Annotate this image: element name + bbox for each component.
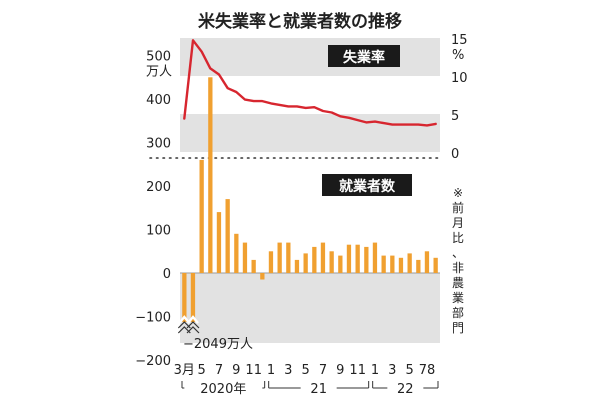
bar [433, 257, 438, 273]
y-tick-label: 500 [146, 50, 171, 65]
negative-band [180, 273, 440, 343]
bar [277, 242, 282, 273]
year-label: 21 [310, 382, 327, 397]
bar [234, 233, 239, 273]
unemployment-panel: 0 5 10 15% 失業率 [149, 33, 468, 162]
x-tick-label: 5 [406, 363, 414, 378]
x-tick-label: 5 [198, 363, 206, 378]
y-tick-label: 0 [163, 267, 171, 282]
note-char: 比 [452, 231, 464, 245]
chart-title: 米失業率と就業者数の推移 [198, 11, 402, 32]
bar [407, 253, 412, 273]
y-tick-label: 5 [451, 109, 459, 124]
y-tick-label: 300 [146, 137, 171, 152]
bar [372, 242, 378, 273]
note-char: 非 [452, 261, 464, 275]
x-tick-label: 7 [319, 363, 327, 378]
note-char: ※ [453, 186, 463, 200]
bar [381, 255, 386, 273]
bar [199, 159, 204, 273]
y-tick-label: 0 [451, 147, 459, 162]
bar [329, 251, 334, 274]
x-tick-label: 1 [267, 363, 275, 378]
x-tick-label: 9 [232, 363, 240, 378]
x-tick-label: 7 [215, 363, 223, 378]
y-tick-label: −100 [135, 311, 171, 326]
x-tick-label: 3月 [174, 363, 195, 378]
year-label: 2020年 [200, 382, 246, 397]
bar [390, 255, 395, 273]
break-mark [186, 321, 200, 334]
bar [216, 212, 222, 273]
bar [338, 255, 343, 273]
y-tick-label: 200 [146, 180, 171, 195]
bar [303, 253, 308, 273]
bar [346, 244, 352, 273]
x-tick-label: 11 [349, 363, 366, 378]
y-unit-label: 万人 [146, 65, 172, 80]
note-char: 前 [452, 200, 464, 215]
note-char: 部 [452, 305, 464, 320]
series-label: 就業者数 [339, 178, 396, 195]
x-tick-label: 3 [284, 363, 292, 378]
bar [251, 259, 256, 273]
bar [398, 257, 404, 273]
band [180, 114, 440, 152]
break-mark [187, 315, 199, 324]
x-tick-label: 3 [388, 363, 396, 378]
bar [260, 273, 265, 280]
series-label: 失業率 [343, 49, 385, 66]
bar [225, 199, 230, 273]
y-tick-label: 10 [451, 71, 468, 86]
bar [294, 259, 300, 273]
bar [416, 259, 421, 273]
bar [190, 273, 196, 322]
x-tick-label: 5 [302, 363, 310, 378]
x-tick-label: 1 [371, 363, 379, 378]
bar [182, 273, 187, 322]
bar [312, 246, 317, 273]
note-char: 業 [452, 291, 464, 305]
bar [208, 77, 213, 274]
note-char: 月 [452, 216, 464, 230]
note-char: 、 [452, 246, 464, 260]
note-char: 門 [452, 321, 464, 335]
bar [286, 242, 291, 273]
series-label-box [322, 174, 412, 196]
bar [242, 242, 248, 273]
y-tick-label: −200 [135, 354, 171, 369]
band [180, 38, 440, 76]
series-line [183, 39, 437, 127]
y-unit-label: % [452, 48, 464, 63]
x-tick-label: 78 [419, 363, 436, 378]
y-tick-label: 15 [451, 33, 468, 48]
bar [364, 246, 369, 273]
y-tick-label: 100 [146, 224, 171, 239]
x-tick-label: 11 [245, 363, 262, 378]
y-tick-label: 400 [146, 93, 171, 108]
year-label: 22 [397, 382, 414, 397]
bar [320, 242, 326, 273]
note-char: 農 [452, 276, 464, 290]
series-label-box [328, 45, 400, 67]
bar [268, 251, 274, 274]
annotation: −2049万人 [183, 337, 253, 352]
bar [355, 244, 360, 273]
break-mark [178, 315, 191, 324]
bar [424, 251, 430, 274]
x-tick-label: 9 [336, 363, 344, 378]
